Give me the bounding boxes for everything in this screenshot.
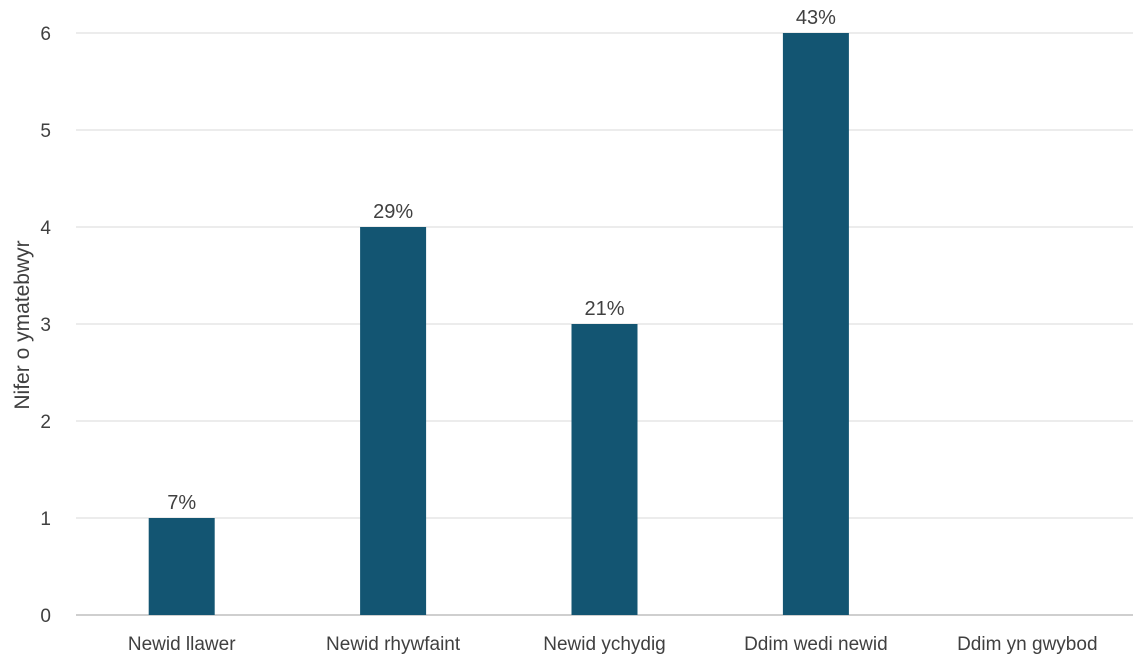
x-tick-label: Ddim wedi newid [744,634,888,655]
bar [571,324,638,615]
y-tick-label: 4 [40,218,51,239]
bar [148,518,215,615]
x-tick-label: Newid rhywfaint [326,634,461,655]
y-tick-label: 6 [40,24,51,45]
x-tick-label: Newid llawer [128,634,236,655]
y-tick-label: 5 [40,121,51,142]
y-tick-label: 1 [40,509,51,530]
data-label: 21% [584,298,624,320]
x-axis-ticks: Newid llawer Newid rhywfaint Newid ychydig… [128,634,1098,655]
bars [148,33,849,615]
x-tick-label: Newid ychydig [543,634,666,655]
gridlines [76,32,1133,616]
data-labels: 7% 29% 21% 43% [167,7,836,514]
y-tick-label: 2 [40,412,51,433]
data-label: 43% [796,7,836,29]
y-axis-ticks: 0 1 2 3 4 5 6 [40,24,51,627]
y-axis-title: Nifer o ymatebwyr [11,240,34,409]
bar [360,227,427,615]
bar [782,33,849,615]
x-tick-label: Ddim yn gwybod [957,634,1097,655]
data-label: 7% [167,492,196,514]
data-label: 29% [373,201,413,223]
y-tick-label: 0 [40,606,51,627]
y-tick-label: 3 [40,315,51,336]
